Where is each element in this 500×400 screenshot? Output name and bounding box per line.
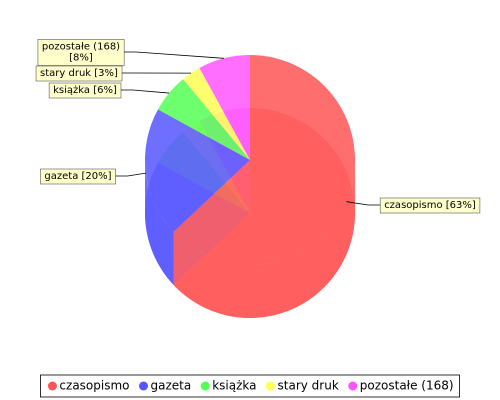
slice-label: pozostałe (168) [8%]	[42, 42, 120, 64]
slice-label: gazeta [20%]	[44, 171, 111, 182]
slice	[173, 55, 356, 265]
legend-label: pozostałe (168)	[360, 379, 454, 393]
slice	[144, 109, 250, 232]
legend-marker	[348, 381, 358, 391]
legend-label: stary druk	[278, 379, 339, 393]
slice-label: stary druk [3%]	[40, 68, 118, 79]
label-line	[346, 201, 381, 206]
legend-label: czasopismo	[59, 379, 129, 393]
label-line	[115, 172, 146, 177]
label-box	[35, 65, 123, 82]
legend-marker	[200, 381, 210, 391]
slice	[183, 67, 250, 160]
label-box	[48, 82, 122, 99]
slice	[199, 55, 250, 160]
legend-frame	[40, 374, 460, 398]
legend-marker	[139, 381, 149, 391]
slice-side	[145, 160, 174, 285]
slice-label: książka [6%]	[53, 85, 117, 96]
legend-label: gazeta	[151, 379, 192, 393]
legend-marker	[47, 381, 57, 391]
legend-label: książka	[212, 379, 256, 393]
legend-marker	[266, 381, 276, 391]
slice	[157, 79, 250, 160]
label-box	[379, 197, 481, 214]
label-line	[124, 51, 224, 59]
slice-side	[173, 160, 355, 319]
slice-label: czasopismo [63%]	[384, 200, 476, 211]
legend: czasopismo gazeta książka stary druk pozosta…	[40, 374, 460, 398]
label-box	[40, 168, 116, 185]
label-line	[120, 89, 170, 94]
label-box	[37, 39, 125, 66]
